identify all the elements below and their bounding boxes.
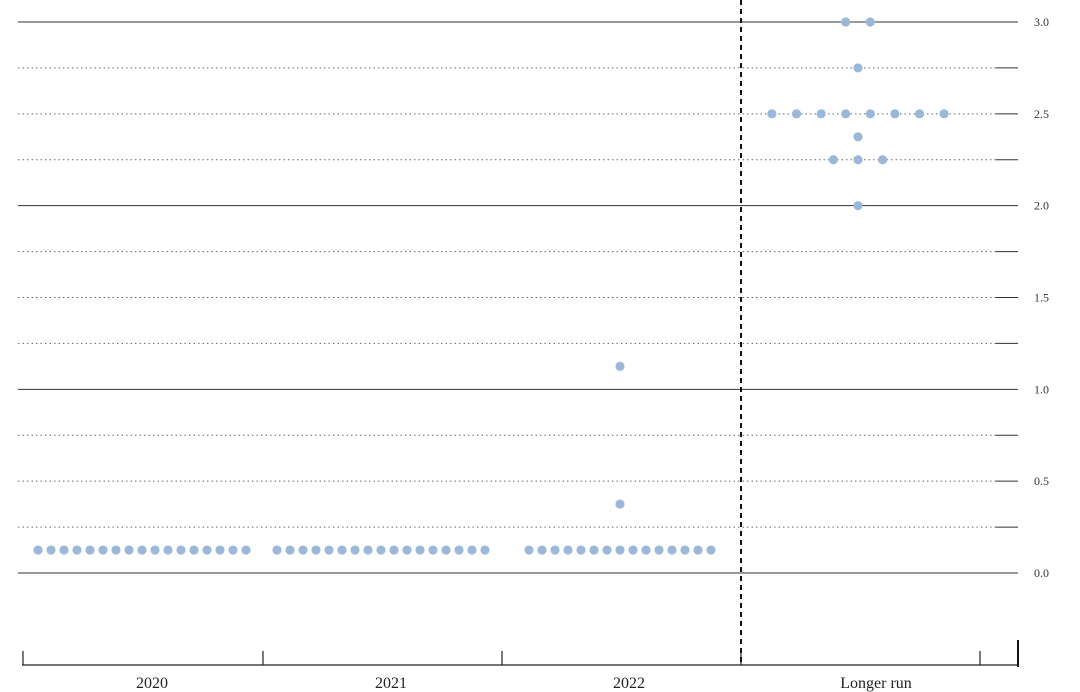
y-tick-label: 2.0 xyxy=(1034,199,1049,213)
dot-longer-run xyxy=(853,201,863,211)
dot-2022 xyxy=(615,545,625,555)
dot-2022 xyxy=(693,545,703,555)
dot-2022 xyxy=(563,545,573,555)
dot-2022 xyxy=(524,545,534,555)
dot-2020 xyxy=(241,545,251,555)
y-tick-label: 0.0 xyxy=(1034,566,1049,580)
dot-2022 xyxy=(615,361,625,371)
dot-2020 xyxy=(124,545,134,555)
dot-2020 xyxy=(163,545,173,555)
dot-longer-run xyxy=(853,132,863,142)
dot-longer-run xyxy=(828,155,839,165)
dot-2021 xyxy=(376,545,386,555)
dot-2021 xyxy=(298,545,308,555)
dot-2021 xyxy=(363,545,373,555)
y-tick-label: 0.5 xyxy=(1034,474,1049,488)
dot-2021 xyxy=(441,545,451,555)
dot-longer-run xyxy=(816,109,826,119)
dot-2021 xyxy=(285,545,295,555)
dot-longer-run xyxy=(865,109,875,119)
dot-2021 xyxy=(467,545,477,555)
dot-2021 xyxy=(272,545,282,555)
dot-longer-run xyxy=(939,109,949,119)
dot-2020 xyxy=(59,545,69,555)
dot-longer-run xyxy=(914,109,925,119)
dot-2022 xyxy=(628,545,638,555)
dot-2020 xyxy=(46,545,56,555)
x-axis xyxy=(22,651,1018,666)
dot-2020 xyxy=(189,545,199,555)
dot-2022 xyxy=(602,545,612,555)
y-tick-label: 1.0 xyxy=(1034,382,1049,396)
x-category-label: 2022 xyxy=(613,675,645,692)
dot-longer-run xyxy=(841,17,851,27)
dot-2022 xyxy=(680,545,690,555)
dot-2020 xyxy=(33,545,43,555)
y-tick-label: 3.0 xyxy=(1034,15,1049,29)
dot-2020 xyxy=(111,545,121,555)
y-tick-label: 2.5 xyxy=(1034,107,1049,121)
dot-longer-run xyxy=(890,109,900,119)
dot-2022 xyxy=(615,499,625,509)
dot-2021 xyxy=(428,545,438,555)
dot-2021 xyxy=(480,545,490,555)
dot-2022 xyxy=(641,545,651,555)
dot-2020 xyxy=(215,545,225,555)
dot-2021 xyxy=(350,545,360,555)
dot-2021 xyxy=(324,545,334,555)
dot-2022 xyxy=(654,545,664,555)
dot-2020 xyxy=(72,545,82,555)
dot-2022 xyxy=(706,545,716,555)
dot-2021 xyxy=(337,545,347,555)
dot-2021 xyxy=(389,545,399,555)
dot-longer-run xyxy=(865,17,875,27)
labels-layer: 3.0 2.5 2.0 1.5 1.0 0.5 0.0 2020 2021 2022 Longer … xyxy=(136,15,1049,692)
dot-2020 xyxy=(228,545,238,555)
dot-2020 xyxy=(176,545,186,555)
dot-2020 xyxy=(85,545,95,555)
dot-longer-run xyxy=(791,109,802,119)
dot-2021 xyxy=(454,545,464,555)
y-tick-label: 1.5 xyxy=(1034,291,1049,305)
y-axis-ticks xyxy=(996,67,1019,667)
x-category-label: 2021 xyxy=(375,675,407,692)
dot-2020 xyxy=(137,545,147,555)
dot-2022 xyxy=(537,545,547,555)
dot-2020 xyxy=(202,545,212,555)
dot-2020 xyxy=(98,545,108,555)
dot-2020 xyxy=(150,545,160,555)
gridlines xyxy=(18,21,1018,574)
dot-2021 xyxy=(415,545,425,555)
dot-2022 xyxy=(667,545,677,555)
dot-2021 xyxy=(402,545,412,555)
dot-longer-run xyxy=(853,155,863,165)
dot-2022 xyxy=(576,545,586,555)
dot-2021 xyxy=(311,545,321,555)
x-category-label: Longer run xyxy=(840,675,912,692)
dot-longer-run xyxy=(878,155,888,165)
x-category-label: 2020 xyxy=(136,675,168,692)
dot-2022 xyxy=(550,545,560,555)
dot-longer-run xyxy=(841,109,851,119)
dot-longer-run xyxy=(853,63,863,73)
dot-2022 xyxy=(589,545,599,555)
dots-layer xyxy=(33,17,949,555)
dot-longer-run xyxy=(767,109,777,119)
